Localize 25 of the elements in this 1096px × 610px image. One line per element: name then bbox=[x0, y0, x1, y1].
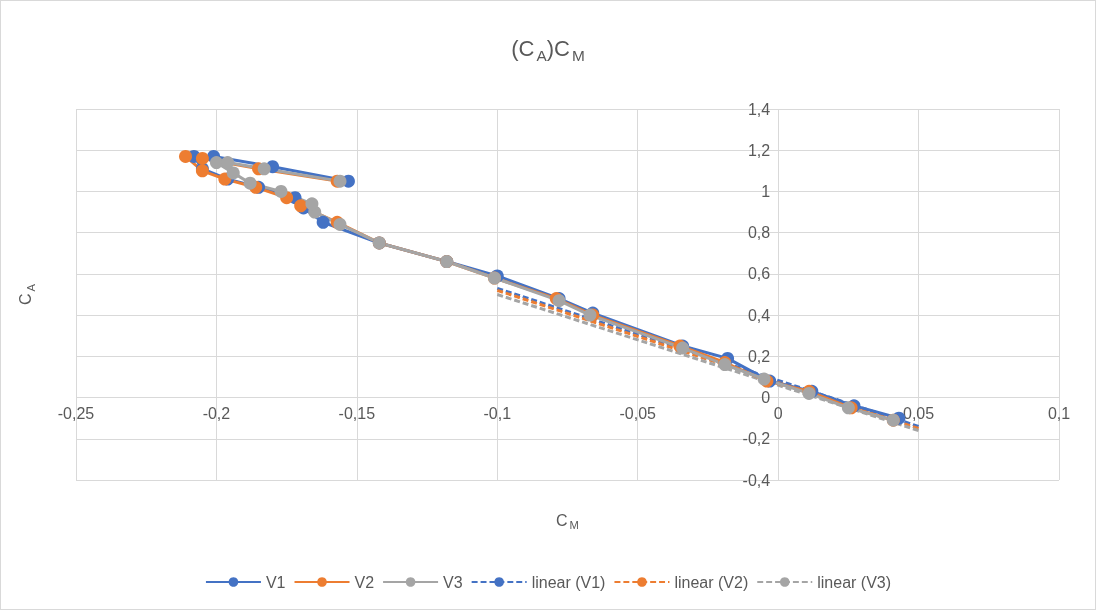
x-tick-label: -0,05 bbox=[619, 405, 657, 423]
legend-label: V3 bbox=[443, 573, 463, 591]
legend-label: linear (V1) bbox=[531, 573, 606, 591]
y-tick-label: 0,6 bbox=[747, 265, 771, 283]
x-tick-label: 0,05 bbox=[903, 405, 935, 423]
y-tick-label: 0,8 bbox=[747, 224, 771, 242]
y-axis-title: CA bbox=[17, 283, 37, 306]
x-tick-label: -0,2 bbox=[202, 405, 231, 423]
x-tick-label: -0,25 bbox=[57, 405, 95, 423]
y-tick-label: -0,2 bbox=[742, 430, 771, 448]
x-tick-label: -0,15 bbox=[338, 405, 376, 423]
legend-label: V2 bbox=[354, 573, 375, 591]
y-tick-label: 0,4 bbox=[747, 306, 771, 324]
x-tick-label: -0,1 bbox=[483, 405, 512, 423]
y-tick-label: 0,2 bbox=[747, 347, 771, 365]
legend-label: linear (V3) bbox=[817, 573, 892, 591]
x-tick-label: 0,1 bbox=[1047, 405, 1071, 423]
legend-label: V1 bbox=[265, 573, 286, 591]
y-tick-label: 1,4 bbox=[747, 100, 771, 118]
y-tick-label: -0,4 bbox=[742, 471, 771, 489]
y-tick-label: 1,2 bbox=[747, 141, 771, 159]
x-tick-label: 0 bbox=[773, 405, 783, 423]
y-tick-label: 1 bbox=[761, 182, 771, 200]
legend-label: linear (V2) bbox=[674, 573, 749, 591]
y-tick-label: 0 bbox=[761, 389, 771, 407]
